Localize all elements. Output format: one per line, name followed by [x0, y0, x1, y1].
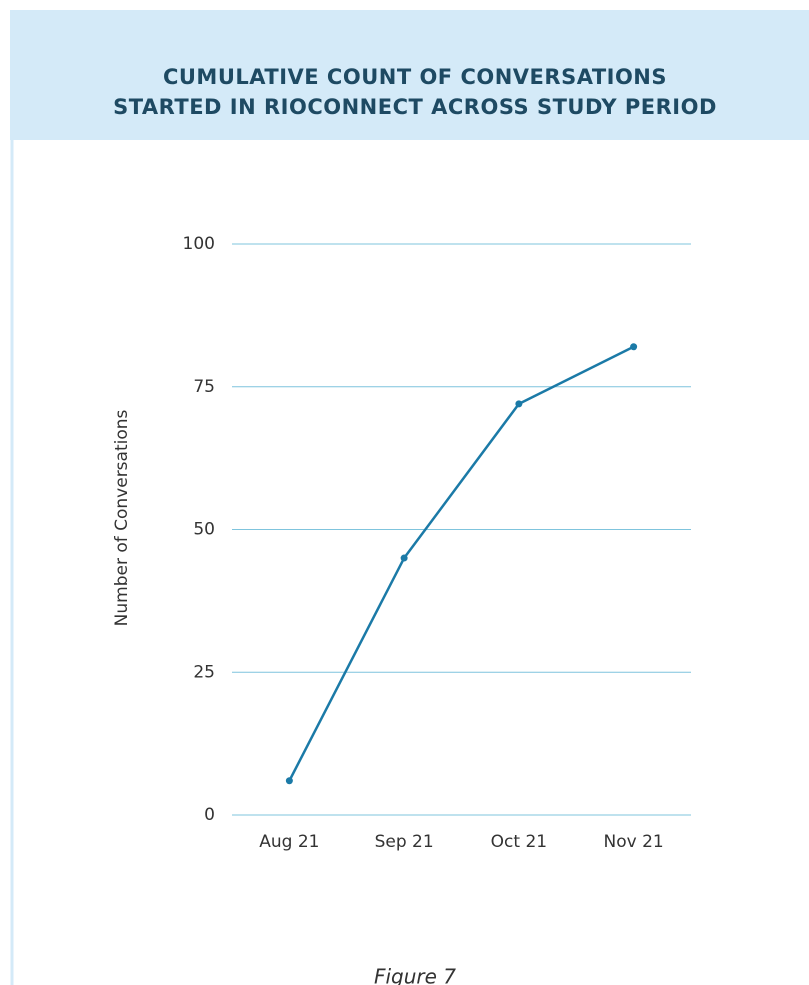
y-tick-label: 25 [193, 662, 215, 682]
chart-title: STARTED IN RIOCONNECT ACROSS STUDY PERIO… [113, 95, 717, 119]
figure-caption: Figure 7 [374, 965, 456, 985]
y-tick-label: 0 [204, 805, 215, 825]
data-point [285, 777, 293, 785]
series-line [288, 345, 635, 782]
x-tick-label: Sep 21 [375, 832, 434, 852]
x-tick-label: Oct 21 [491, 832, 547, 852]
y-tick-label: 100 [183, 234, 215, 254]
header-band [10, 10, 809, 140]
data-point [515, 400, 523, 408]
y-tick-label: 50 [193, 520, 215, 540]
chart-title: CUMULATIVE COUNT OF CONVERSATIONS [163, 65, 667, 89]
data-point [400, 554, 408, 562]
x-tick-label: Aug 21 [259, 832, 319, 852]
data-point [630, 343, 638, 351]
y-tick-label: 75 [193, 377, 215, 397]
y-axis-label: Number of Conversations [112, 409, 132, 626]
x-tick-label: Nov 21 [604, 832, 664, 852]
